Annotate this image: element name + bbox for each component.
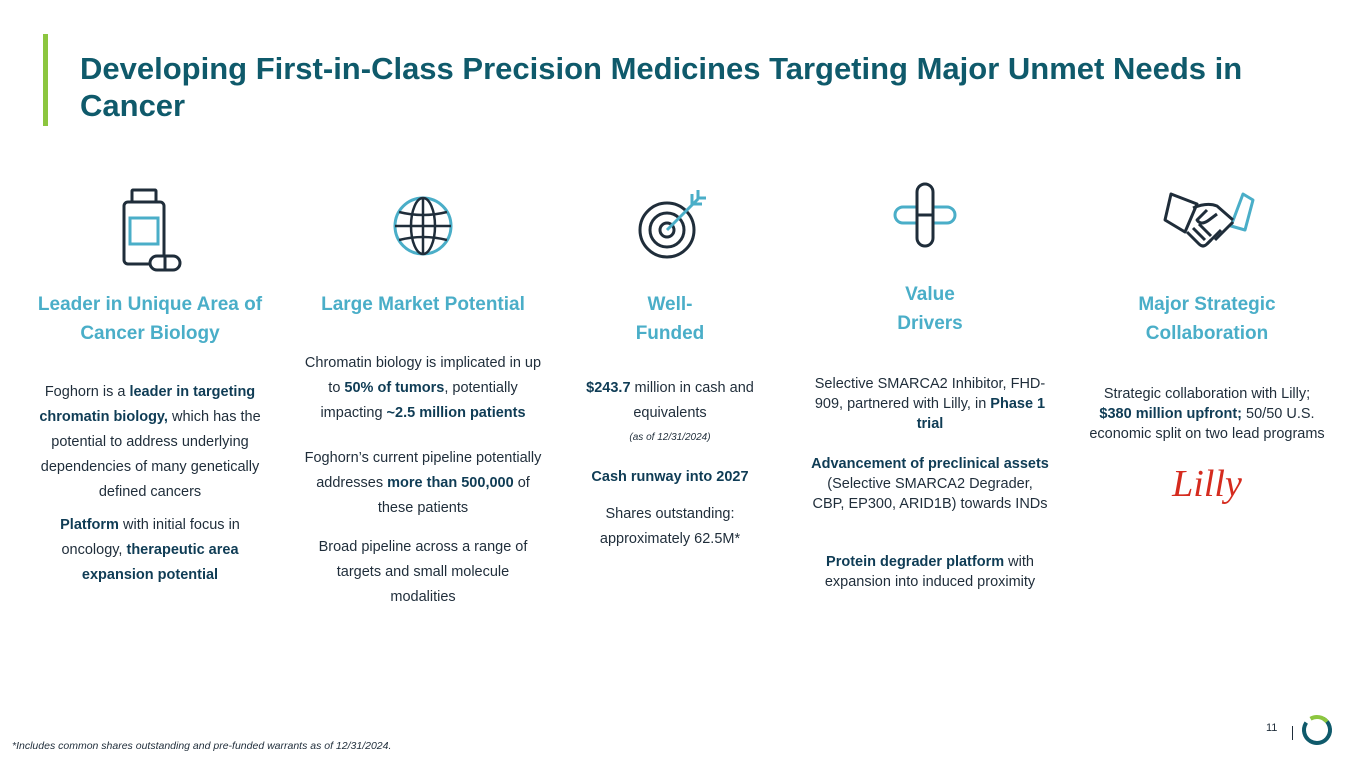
column-paragraph: Foghorn is a leader in targeting chromat… [39, 384, 261, 500]
target-icon [638, 190, 706, 259]
column-heading: Value Drivers [897, 284, 963, 334]
column-paragraph: Selective SMARCA2 Inhibitor, FHD-909, pa… [814, 376, 1046, 432]
column-paragraph: $243.7 million in cash and equivalents [586, 380, 754, 421]
page-number: 11 [1266, 722, 1278, 734]
column-heading: Large Market Potential [321, 294, 525, 315]
footnote: *Includes common shares outstanding and … [12, 740, 392, 752]
cash-runway-text: Cash runway into 2027 [591, 469, 749, 485]
as-of-date-note: (as of 12/31/2024) [629, 432, 711, 443]
foghorn-logo-icon [1302, 715, 1332, 745]
title-accent-bar [43, 34, 48, 126]
medicine-bottle-icon [122, 188, 182, 272]
column-paragraph: Platform with initial focus in oncology,… [60, 517, 240, 583]
column-market-potential: Large Market Potential Chromatin biology… [303, 180, 543, 610]
column-paragraph: Foghorn’s current pipeline potentially a… [304, 450, 542, 516]
column-heading: Well-Funded [635, 294, 705, 344]
column-cancer-biology: Leader in Unique Area of Cancer Biology … [30, 180, 270, 588]
column-well-funded: Well-Funded $243.7 million in cash and e… [550, 180, 790, 552]
column-strategic-collaboration: Major Strategic Collaboration Strategic … [1087, 180, 1327, 514]
column-paragraph: Chromatin biology is implicated in up to… [304, 355, 542, 421]
capsule-cross-icon [893, 182, 957, 248]
page-number-divider [1292, 726, 1293, 740]
globe-icon [393, 196, 453, 256]
column-heading: Leader in Unique Area of Cancer Biology [37, 294, 263, 344]
shares-outstanding-text: Shares outstanding: approximately 62.5M* [599, 506, 741, 547]
handshake-icon [1163, 192, 1255, 248]
column-paragraph: Advancement of preclinical assets (Selec… [811, 456, 1049, 512]
column-value-drivers: Value Drivers Selective SMARCA2 Inhibito… [810, 180, 1050, 592]
svg-text:Lilly: Lilly [1171, 463, 1242, 505]
column-paragraph: Protein degrader platform with expansion… [824, 554, 1036, 590]
column-paragraph: Broad pipeline across a range of targets… [318, 539, 528, 605]
page-title: Developing First-in-Class Precision Medi… [80, 51, 1243, 123]
lilly-logo: Lilly [1171, 463, 1242, 505]
column-paragraph: Strategic collaboration with Lilly; $380… [1089, 386, 1325, 442]
column-heading: Major Strategic Collaboration [1138, 294, 1276, 344]
